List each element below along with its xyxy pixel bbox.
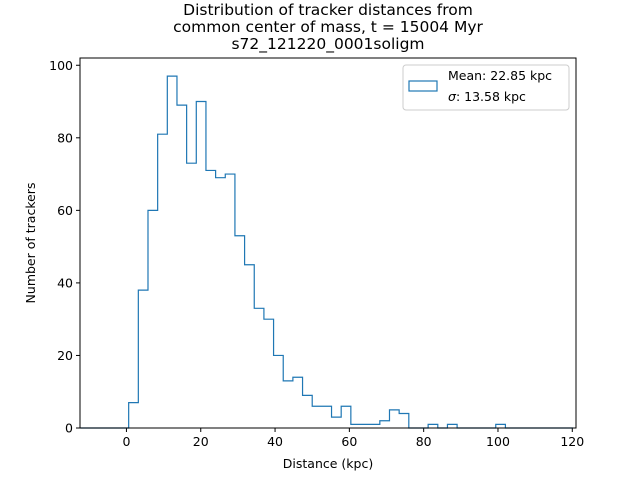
sigma-symbol: σ [448,89,457,104]
chart-title-line-1: Distribution of tracker distances from [183,1,473,19]
sigma-value: : 13.58 kpc [456,89,526,104]
x-tick-label: 20 [193,434,209,449]
x-axis-label: Distance (kpc) [283,456,373,471]
histogram-step-line [80,75,574,429]
plot-area-frame [79,57,577,429]
y-tick-label: 0 [65,421,73,436]
y-tick-label: 20 [57,348,73,363]
y-tick-label: 80 [57,130,73,145]
chart-title-line-3: s72_121220_0001soligm [231,35,424,54]
x-tick-label: 120 [560,434,584,449]
chart-title-line-2: common center of mass, t = 15004 Myr [173,18,483,36]
y-tick-label: 40 [57,275,73,290]
x-tick-label: 80 [416,434,432,449]
x-tick-label: 100 [486,434,510,449]
legend-sigma-label: σ: 13.58 kpc [448,89,526,104]
x-tick-label: 40 [267,434,283,449]
legend-swatch [408,80,438,92]
y-tick-label: 100 [49,58,73,73]
y-tick-label: 60 [57,203,73,218]
x-tick-label: 60 [341,434,357,449]
x-tick-label: 0 [122,434,130,449]
y-axis-label: Number of trackers [23,183,38,304]
axis-ticks: 0 20 40 60 80 100 120 0 20 40 60 80 100 [49,58,584,449]
legend-mean-label: Mean: 22.85 kpc [448,68,552,83]
legend: Mean: 22.85 kpc σ: 13.58 kpc [402,64,570,111]
legend-box [402,64,570,111]
